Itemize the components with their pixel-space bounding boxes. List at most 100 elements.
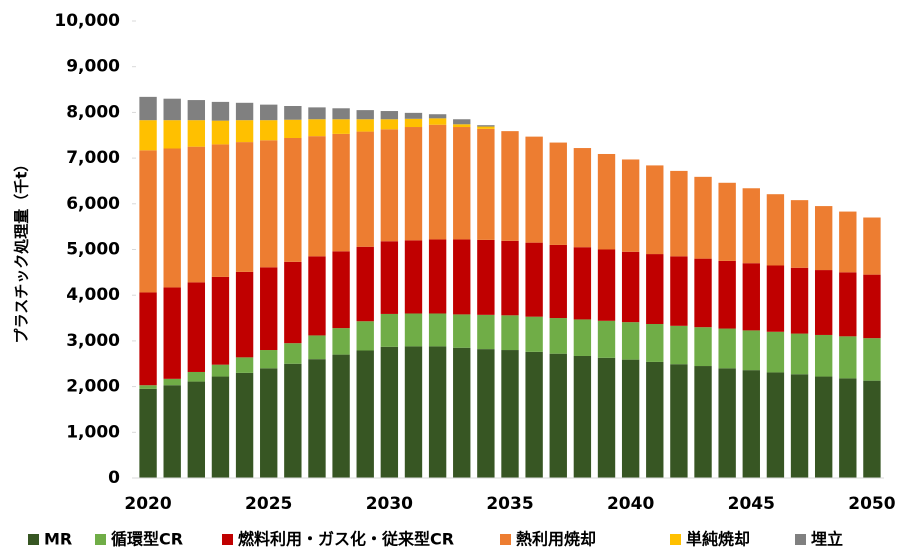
bar-segment (356, 110, 374, 120)
bar-segment (766, 265, 785, 332)
x-tick-label: 2030 (366, 494, 413, 514)
bar-segment (525, 242, 543, 317)
x-tick-label: 2025 (245, 494, 292, 514)
x-tick-label: 2020 (124, 494, 171, 514)
bar-segment (308, 136, 326, 257)
bar-segment (139, 388, 157, 478)
bar-segment (428, 346, 447, 478)
bar-segment (453, 127, 471, 240)
y-tick-label: 8,000 (66, 102, 120, 122)
bar-segment (380, 119, 399, 130)
bar-segment (501, 240, 519, 316)
bar-segment (284, 106, 302, 120)
bar-segment (428, 124, 447, 240)
bar-segment (814, 334, 833, 377)
bar-segment (187, 381, 206, 478)
legend-swatch (95, 534, 106, 545)
bar-segment (380, 346, 399, 478)
bar-segment (453, 239, 471, 315)
bar-segment (308, 359, 326, 478)
bar-segment (501, 315, 519, 351)
bar-segment (694, 327, 712, 367)
bar-segment (139, 385, 157, 389)
bar-segment (621, 159, 640, 252)
bar-segment (453, 314, 471, 348)
bar-segment (428, 118, 447, 125)
bar-segment (646, 165, 664, 255)
bar-segment (453, 124, 471, 128)
bar-segment (453, 347, 471, 478)
bar-segment (308, 119, 326, 137)
bar-segment (839, 378, 857, 478)
bar-segment (839, 211, 857, 273)
bar-segment (525, 351, 543, 478)
bar-segment (766, 331, 785, 373)
bar-segment (428, 313, 447, 347)
bar-segment (694, 258, 712, 328)
bar-segment (814, 270, 833, 335)
bar-segment (597, 249, 616, 321)
bar-segment (549, 244, 567, 319)
y-tick-label: 2,000 (66, 377, 120, 397)
bar-segment (477, 126, 495, 129)
bar-segment (404, 118, 423, 128)
bar-segment (187, 120, 206, 147)
bar-segment (814, 206, 833, 271)
bar-segment (404, 346, 423, 478)
bar-segment (163, 378, 181, 386)
bar-segment (356, 321, 374, 351)
legend-label: 埋立 (811, 530, 843, 549)
bar-segment (284, 363, 302, 478)
bar-segment (718, 182, 736, 261)
bar-segment (573, 148, 592, 248)
bar-segment (597, 357, 616, 478)
bar-segment (187, 282, 206, 372)
x-tick-label: 2035 (486, 494, 533, 514)
bar-segment (235, 357, 254, 373)
bar-segment (477, 125, 495, 127)
bar-segment (380, 313, 399, 347)
y-tick-label: 4,000 (66, 285, 120, 305)
bar-segment (597, 153, 616, 250)
bar-segment (163, 287, 181, 379)
bar-segment (284, 343, 302, 364)
bar-segment (356, 131, 374, 247)
bar-segment (839, 272, 857, 337)
bar-segment (477, 128, 495, 240)
bar-segment (404, 313, 423, 347)
bar-segment (670, 364, 688, 478)
bar-segment (718, 328, 736, 369)
bar-segment (573, 355, 592, 478)
bar-segment (308, 107, 326, 120)
bar-segment (525, 136, 543, 243)
bar-segment (260, 104, 278, 121)
bar-segment (235, 271, 254, 358)
bar-segment (863, 274, 881, 339)
legend-label: MR (44, 530, 72, 549)
bar-segment (863, 217, 881, 275)
bar-segment (235, 102, 254, 121)
bar-segment (163, 385, 181, 478)
y-tick-label: 1,000 (66, 422, 120, 442)
bar-segment (211, 101, 230, 121)
bar-segment (332, 133, 350, 252)
bar-segment (404, 127, 423, 241)
legend-swatch (795, 534, 806, 545)
bar-segment (187, 100, 206, 121)
bar-segment (694, 176, 712, 259)
bar-segment (211, 376, 230, 478)
bar-segment (332, 354, 350, 478)
bar-segment (187, 146, 206, 283)
bar-segment (742, 370, 760, 478)
y-tick-label: 0 (108, 468, 120, 488)
bar-segment (163, 120, 181, 149)
bar-segment (308, 256, 326, 336)
bar-segment (694, 366, 712, 478)
bar-segment (549, 353, 567, 478)
bar-segment (477, 349, 495, 478)
bar-segment (573, 319, 592, 356)
bar-segment (453, 119, 471, 125)
bar-segment (260, 368, 278, 478)
y-tick-label: 10,000 (54, 11, 120, 31)
